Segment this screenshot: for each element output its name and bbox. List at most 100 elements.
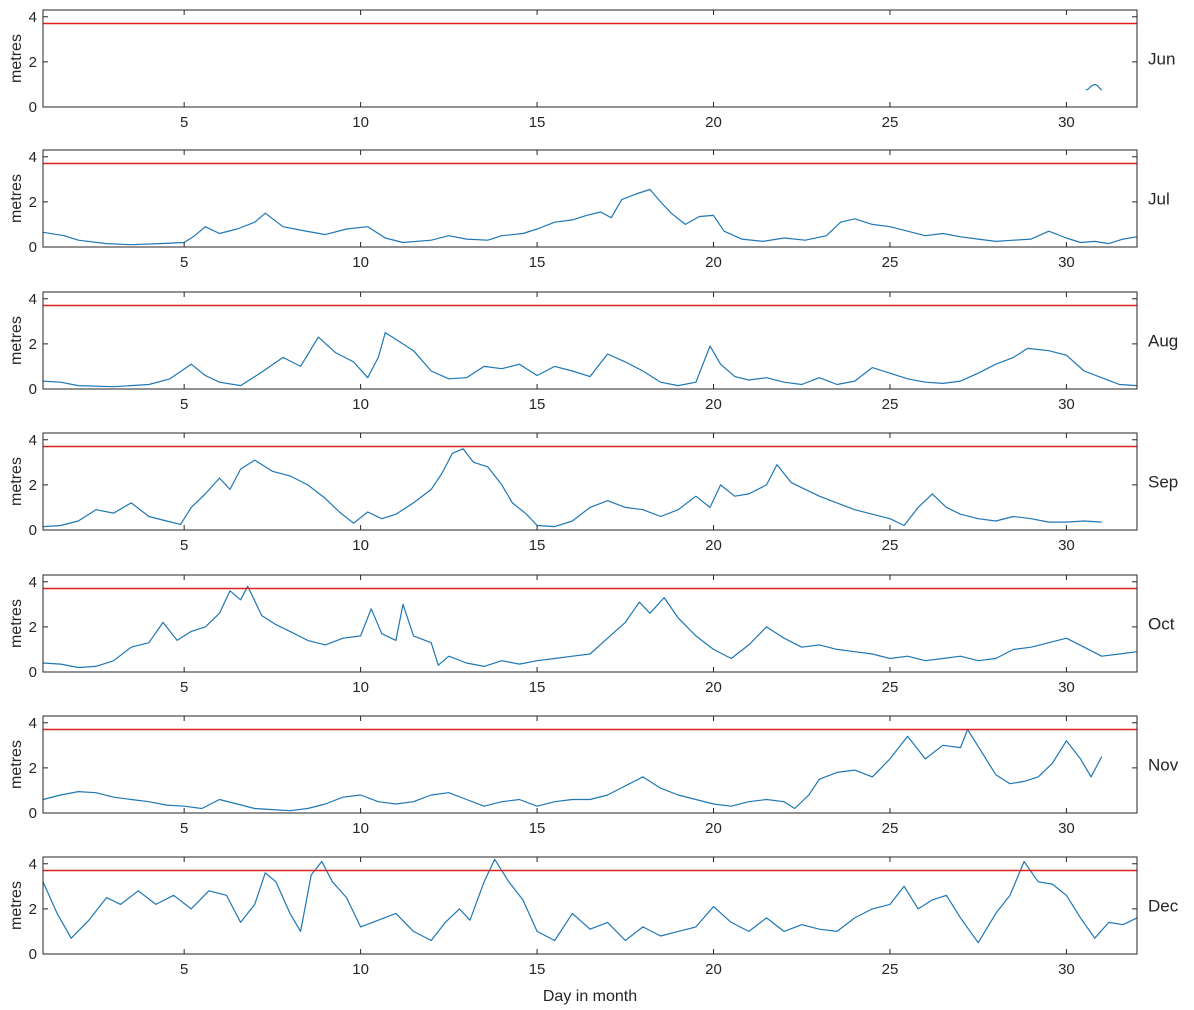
x-axis-title: Day in month xyxy=(543,988,637,1005)
y-axis-title: metres xyxy=(8,881,25,930)
x-tick-label: 30 xyxy=(1058,537,1075,554)
x-tick-label: 20 xyxy=(705,396,722,413)
month-label-oct: Oct xyxy=(1148,615,1175,634)
x-tick-label: 5 xyxy=(180,537,188,554)
y-tick-label: 2 xyxy=(29,336,37,353)
x-tick-label: 5 xyxy=(180,820,188,837)
y-tick-label: 4 xyxy=(29,715,37,732)
y-tick-label: 2 xyxy=(29,901,37,918)
y-tick-label: 4 xyxy=(29,291,37,308)
month-label-jun: Jun xyxy=(1148,50,1175,69)
x-tick-label: 10 xyxy=(352,114,369,131)
x-tick-label: 20 xyxy=(705,961,722,978)
y-tick-label: 4 xyxy=(29,432,37,449)
x-tick-label: 10 xyxy=(352,679,369,696)
x-tick-label: 5 xyxy=(180,679,188,696)
y-tick-label: 2 xyxy=(29,194,37,211)
x-tick-label: 15 xyxy=(529,961,546,978)
axes-frame xyxy=(42,432,1138,531)
y-axis-title: metres xyxy=(8,599,25,648)
axes-frame xyxy=(42,715,1138,814)
month-label-nov: Nov xyxy=(1148,756,1179,775)
y-tick-label: 0 xyxy=(29,805,37,822)
month-label-aug: Aug xyxy=(1148,332,1178,351)
y-tick-label: 4 xyxy=(29,856,37,873)
x-tick-label: 20 xyxy=(705,537,722,554)
x-tick-label: 15 xyxy=(529,114,546,131)
y-tick-label: 0 xyxy=(29,99,37,116)
y-tick-label: 0 xyxy=(29,664,37,681)
x-tick-label: 15 xyxy=(529,254,546,271)
series-line-aug xyxy=(42,332,1138,388)
x-tick-label: 15 xyxy=(529,679,546,696)
axes-frame xyxy=(42,149,1138,248)
x-tick-label: 5 xyxy=(180,114,188,131)
y-tick-label: 4 xyxy=(29,149,37,166)
x-tick-label: 30 xyxy=(1058,254,1075,271)
month-label-jul: Jul xyxy=(1148,190,1170,209)
x-tick-label: 10 xyxy=(352,820,369,837)
x-tick-label: 15 xyxy=(529,396,546,413)
y-tick-label: 2 xyxy=(29,760,37,777)
y-tick-label: 2 xyxy=(29,54,37,71)
y-axis-title: metres xyxy=(8,34,25,83)
x-tick-label: 20 xyxy=(705,114,722,131)
x-tick-label: 25 xyxy=(882,114,899,131)
x-tick-label: 25 xyxy=(882,537,899,554)
x-tick-label: 20 xyxy=(705,679,722,696)
x-tick-label: 30 xyxy=(1058,961,1075,978)
x-tick-label: 25 xyxy=(882,679,899,696)
x-tick-label: 25 xyxy=(882,396,899,413)
y-axis-title: metres xyxy=(8,457,25,506)
x-tick-label: 10 xyxy=(352,396,369,413)
series-line-jul xyxy=(42,188,1138,246)
x-tick-label: 30 xyxy=(1058,396,1075,413)
y-tick-label: 0 xyxy=(29,239,37,256)
y-tick-label: 4 xyxy=(29,574,37,591)
x-tick-label: 15 xyxy=(529,820,546,837)
y-tick-label: 0 xyxy=(29,522,37,539)
x-tick-label: 30 xyxy=(1058,820,1075,837)
series-line-jun xyxy=(1085,83,1103,91)
series-line-oct xyxy=(42,585,1138,669)
y-axis-title: metres xyxy=(8,174,25,223)
axes-frame xyxy=(42,9,1138,108)
axes-frame xyxy=(42,856,1138,955)
x-tick-label: 30 xyxy=(1058,114,1075,131)
x-tick-label: 10 xyxy=(352,254,369,271)
axes-frame xyxy=(42,574,1138,673)
x-tick-label: 25 xyxy=(882,961,899,978)
x-tick-label: 30 xyxy=(1058,679,1075,696)
series-line-sep xyxy=(42,448,1102,528)
x-tick-label: 5 xyxy=(180,961,188,978)
x-tick-label: 10 xyxy=(352,537,369,554)
x-tick-label: 5 xyxy=(180,254,188,271)
month-label-sep: Sep xyxy=(1148,473,1178,492)
y-tick-label: 2 xyxy=(29,477,37,494)
month-label-dec: Dec xyxy=(1148,897,1179,916)
series-line-nov xyxy=(42,728,1103,812)
y-axis-title: metres xyxy=(8,740,25,789)
x-tick-label: 20 xyxy=(705,820,722,837)
series-line-dec xyxy=(42,858,1138,944)
x-tick-label: 20 xyxy=(705,254,722,271)
y-tick-label: 0 xyxy=(29,381,37,398)
x-tick-label: 25 xyxy=(882,820,899,837)
x-tick-label: 10 xyxy=(352,961,369,978)
x-tick-label: 25 xyxy=(882,254,899,271)
y-tick-label: 4 xyxy=(29,9,37,26)
x-tick-label: 5 xyxy=(180,396,188,413)
x-tick-label: 15 xyxy=(529,537,546,554)
y-axis-title: metres xyxy=(8,316,25,365)
y-tick-label: 0 xyxy=(29,946,37,963)
axes-frame xyxy=(42,291,1138,390)
y-tick-label: 2 xyxy=(29,619,37,636)
